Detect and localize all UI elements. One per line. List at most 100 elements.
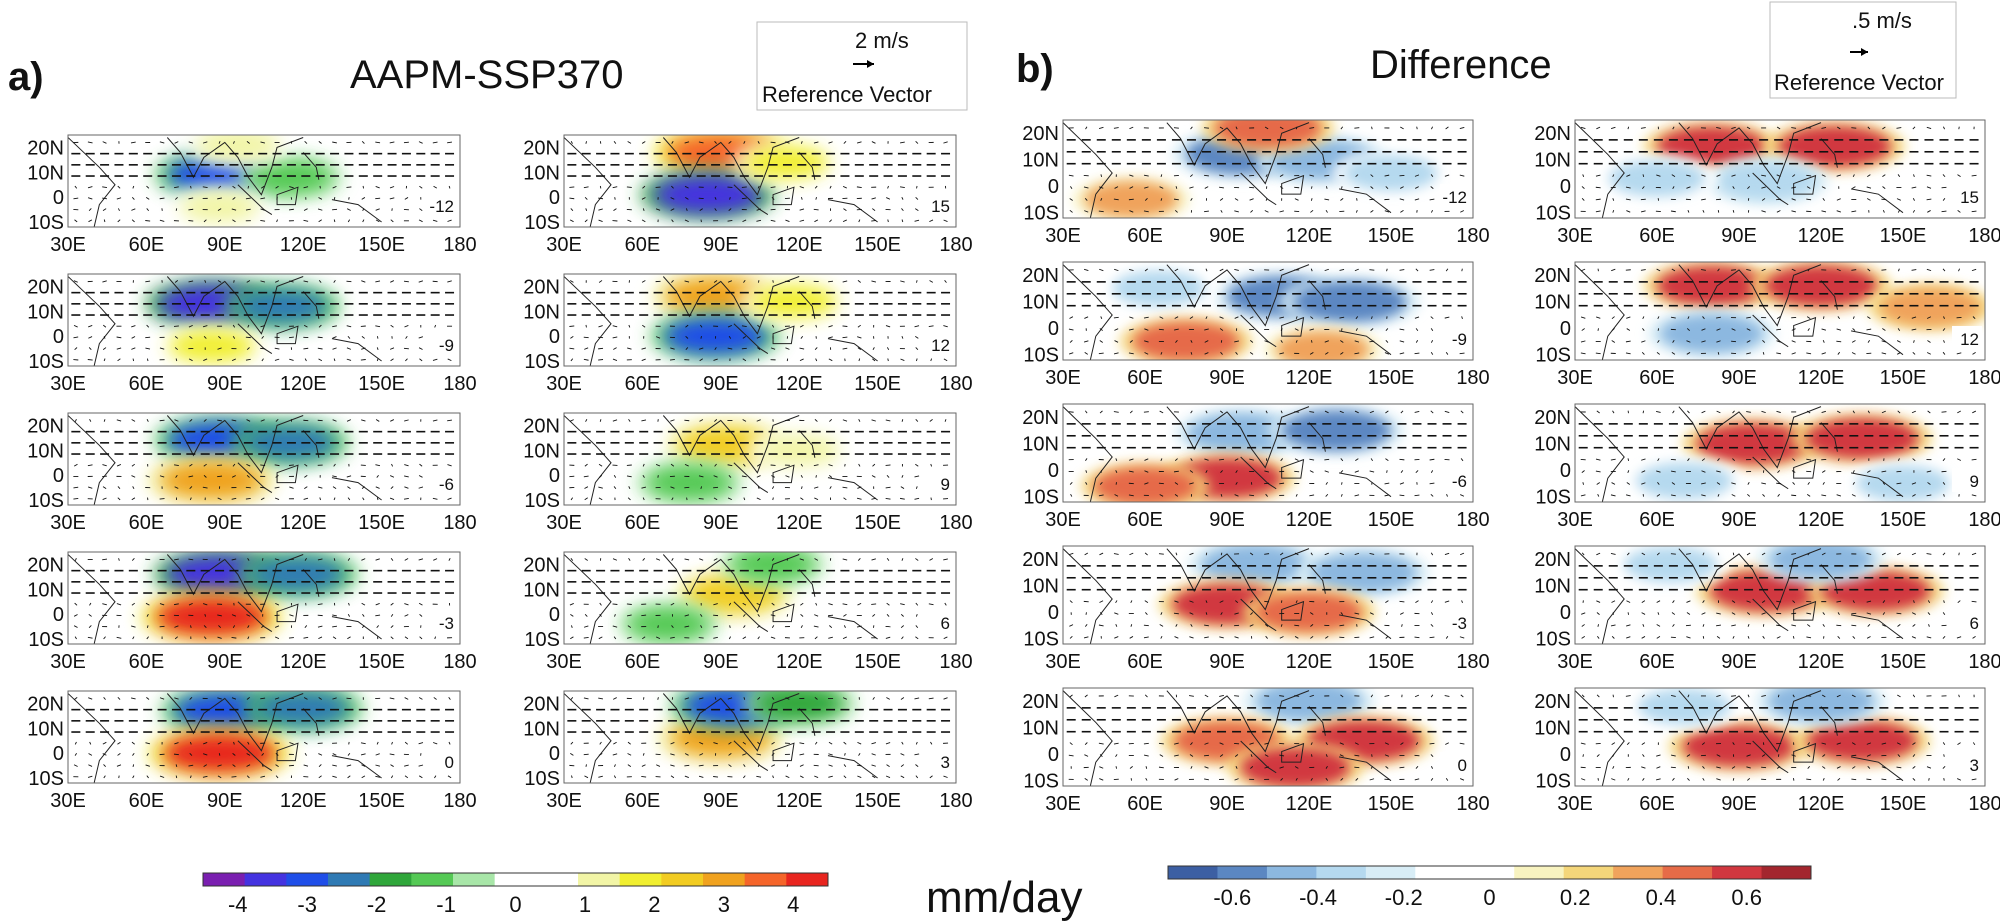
wind-vector: [1340, 126, 1344, 130]
wind-vector: [599, 185, 602, 189]
wind-vector: [901, 196, 904, 200]
wind-vector: [275, 764, 279, 767]
wind-vector: [362, 219, 365, 223]
wind-vector: [1219, 410, 1224, 414]
wind-vector: [598, 636, 603, 640]
lon-tick-label: 150E: [358, 651, 405, 673]
lat-tick-label: 20N: [1534, 123, 1571, 145]
wind-vector: [943, 775, 948, 778]
wind-vector: [570, 141, 573, 144]
wind-vector: [88, 219, 93, 223]
wind-vector: [1971, 600, 1977, 603]
wind-vector: [1926, 470, 1932, 473]
wind-vector: [1414, 198, 1420, 201]
wind-vector: [1687, 777, 1690, 781]
wind-vector: [1746, 411, 1751, 413]
lon-tick-label: 120E: [1798, 225, 1845, 247]
wind-vector: [1836, 410, 1841, 414]
wind-vector: [1384, 352, 1390, 355]
wind-vector: [231, 697, 237, 700]
wind-vector: [1686, 754, 1691, 757]
wind-vector: [1415, 268, 1419, 272]
wind-vector: [642, 558, 646, 561]
wind-vector: [1612, 209, 1615, 213]
wind-vector: [1957, 174, 1961, 177]
wind-vector: [1264, 340, 1269, 343]
wind-vector: [432, 141, 438, 144]
lat-tick-label: 0: [1048, 602, 1059, 624]
wind-vector: [218, 141, 221, 144]
wind-vector: [1761, 268, 1766, 272]
wind-vector: [928, 697, 934, 700]
wind-vector: [303, 741, 308, 745]
wind-vector: [1369, 410, 1374, 414]
wind-vector: [1384, 754, 1390, 757]
wind-vector: [1716, 482, 1721, 485]
wind-vector: [1175, 552, 1178, 556]
wind-vector: [1279, 766, 1284, 769]
wind-vector: [1626, 636, 1631, 639]
wind-vector: [1837, 351, 1841, 355]
wind-vector: [174, 486, 179, 489]
wind-vector: [1219, 636, 1224, 639]
wind-vector: [159, 325, 165, 327]
wind-vector: [1823, 316, 1825, 319]
wind-vector: [418, 219, 423, 223]
wind-vector: [261, 335, 265, 339]
wind-vector: [872, 347, 875, 351]
lag-label: 3: [1970, 756, 1979, 775]
wind-vector: [642, 497, 645, 501]
wind-vector: [1821, 494, 1827, 497]
wind-vector: [756, 775, 762, 778]
wind-vector: [375, 764, 380, 767]
wind-vector: [1460, 210, 1465, 213]
wind-vector: [570, 614, 574, 617]
wind-vector: [159, 141, 165, 144]
colorbar-swatch: [619, 873, 662, 886]
lag-label-box: [427, 332, 457, 356]
lat-tick-label: 10S: [1535, 203, 1571, 225]
lat-tick-label: 10S: [1023, 487, 1059, 509]
wind-vector: [1912, 458, 1916, 462]
wind-vector: [871, 220, 877, 222]
wind-vector: [74, 347, 78, 351]
wind-vector: [1642, 174, 1645, 177]
wind-vector: [1324, 174, 1330, 177]
wind-vector: [1100, 174, 1103, 177]
wind-vector: [347, 486, 351, 489]
wind-vector: [1175, 624, 1178, 627]
wind-vector: [1414, 316, 1420, 319]
wind-vector: [671, 219, 674, 223]
wind-vector: [246, 697, 250, 700]
wind-vector: [1807, 482, 1810, 485]
wind-vector: [915, 625, 919, 629]
wind-vector: [1219, 695, 1224, 697]
lon-tick-label: 150E: [358, 790, 405, 812]
wind-vector: [1354, 552, 1360, 556]
wind-vector: [627, 497, 631, 501]
wind-vector: [303, 280, 309, 283]
wind-vector: [1219, 742, 1224, 745]
wind-vector: [1656, 754, 1661, 757]
wind-vector: [714, 419, 718, 422]
wind-vector: [1581, 268, 1586, 272]
wind-vector: [418, 336, 424, 339]
wind-vector: [1581, 636, 1586, 639]
wind-vector: [1626, 174, 1631, 177]
lon-tick-label: 150E: [358, 373, 405, 395]
wind-vector: [1369, 778, 1375, 781]
wind-vector: [1250, 612, 1254, 615]
wind-vector: [1791, 352, 1796, 355]
wind-vector: [713, 280, 718, 283]
wind-vector: [757, 636, 760, 640]
wind-vector: [404, 558, 409, 561]
wind-vector: [598, 497, 603, 501]
wind-vector: [1234, 340, 1239, 343]
wind-vector: [232, 764, 236, 767]
wind-vector: [231, 208, 237, 211]
lat-tick-label: 0: [1560, 744, 1571, 766]
wind-vector: [785, 141, 790, 144]
wind-vector: [1852, 766, 1856, 769]
wind-vector: [858, 419, 861, 422]
